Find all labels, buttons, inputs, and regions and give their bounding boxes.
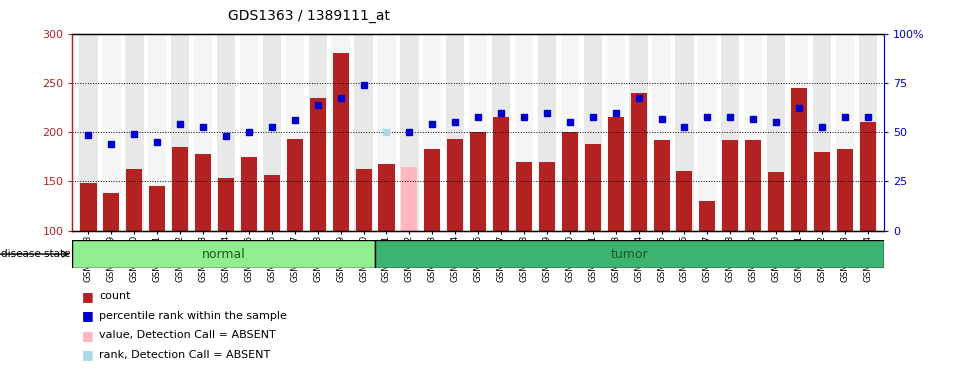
Bar [469, 34, 487, 231]
Bar [745, 140, 761, 231]
Bar [424, 149, 440, 231]
Bar [423, 34, 441, 231]
Bar [744, 34, 762, 231]
Bar [79, 34, 98, 231]
Bar [355, 169, 372, 231]
Bar [676, 171, 693, 231]
Text: percentile rank within the sample: percentile rank within the sample [99, 311, 287, 321]
Bar [241, 157, 257, 231]
Bar [630, 34, 648, 231]
Bar [72, 240, 375, 268]
Bar [722, 34, 740, 231]
Bar [378, 34, 396, 231]
Bar [80, 183, 97, 231]
Text: disease state: disease state [1, 249, 71, 259]
Text: ■: ■ [82, 329, 94, 342]
Bar [539, 162, 554, 231]
Bar [768, 172, 784, 231]
Bar [837, 149, 853, 231]
Text: ■: ■ [82, 290, 94, 303]
Bar [767, 34, 785, 231]
Bar [516, 162, 532, 231]
Bar [194, 34, 213, 231]
Bar [400, 34, 418, 231]
Bar [102, 34, 121, 231]
Bar [402, 166, 417, 231]
Bar [608, 117, 624, 231]
Bar [470, 132, 486, 231]
Bar [652, 34, 670, 231]
Bar [836, 34, 854, 231]
Text: ■: ■ [82, 309, 94, 322]
Bar [355, 34, 373, 231]
Bar [447, 139, 464, 231]
Bar [583, 34, 602, 231]
Bar [631, 93, 646, 231]
Bar [723, 140, 738, 231]
Bar [195, 154, 212, 231]
Text: value, Detection Call = ABSENT: value, Detection Call = ABSENT [99, 330, 276, 340]
Bar [560, 34, 579, 231]
Bar [562, 132, 578, 231]
Bar [492, 34, 510, 231]
Bar [446, 34, 465, 231]
Bar [331, 34, 350, 231]
Bar [675, 34, 694, 231]
Bar [699, 201, 716, 231]
Bar [263, 34, 281, 231]
Bar [149, 186, 165, 231]
Bar [218, 178, 234, 231]
Bar [127, 169, 142, 231]
Bar [286, 34, 304, 231]
Bar [812, 34, 831, 231]
Bar [287, 139, 302, 231]
Bar [493, 117, 509, 231]
Text: ■: ■ [82, 348, 94, 361]
Bar [607, 34, 625, 231]
Bar [538, 34, 556, 231]
Bar [654, 140, 669, 231]
Bar [379, 164, 394, 231]
Text: count: count [99, 291, 131, 301]
Bar [310, 98, 326, 231]
Bar [515, 34, 533, 231]
Bar [332, 54, 349, 231]
Bar [126, 34, 144, 231]
Bar [859, 34, 877, 231]
Bar [216, 34, 235, 231]
Bar [103, 193, 120, 231]
Bar [375, 240, 884, 268]
Bar [791, 88, 808, 231]
Text: normal: normal [202, 248, 245, 261]
Text: tumor: tumor [611, 248, 648, 261]
Bar [148, 34, 166, 231]
Bar [172, 147, 188, 231]
Bar [698, 34, 717, 231]
Bar [814, 152, 830, 231]
Bar [171, 34, 189, 231]
Bar [790, 34, 809, 231]
Bar [308, 34, 327, 231]
Text: rank, Detection Call = ABSENT: rank, Detection Call = ABSENT [99, 350, 270, 360]
Bar [240, 34, 258, 231]
Bar [860, 122, 876, 231]
Bar [264, 174, 280, 231]
Text: GDS1363 / 1389111_at: GDS1363 / 1389111_at [228, 9, 390, 23]
Bar [584, 144, 601, 231]
